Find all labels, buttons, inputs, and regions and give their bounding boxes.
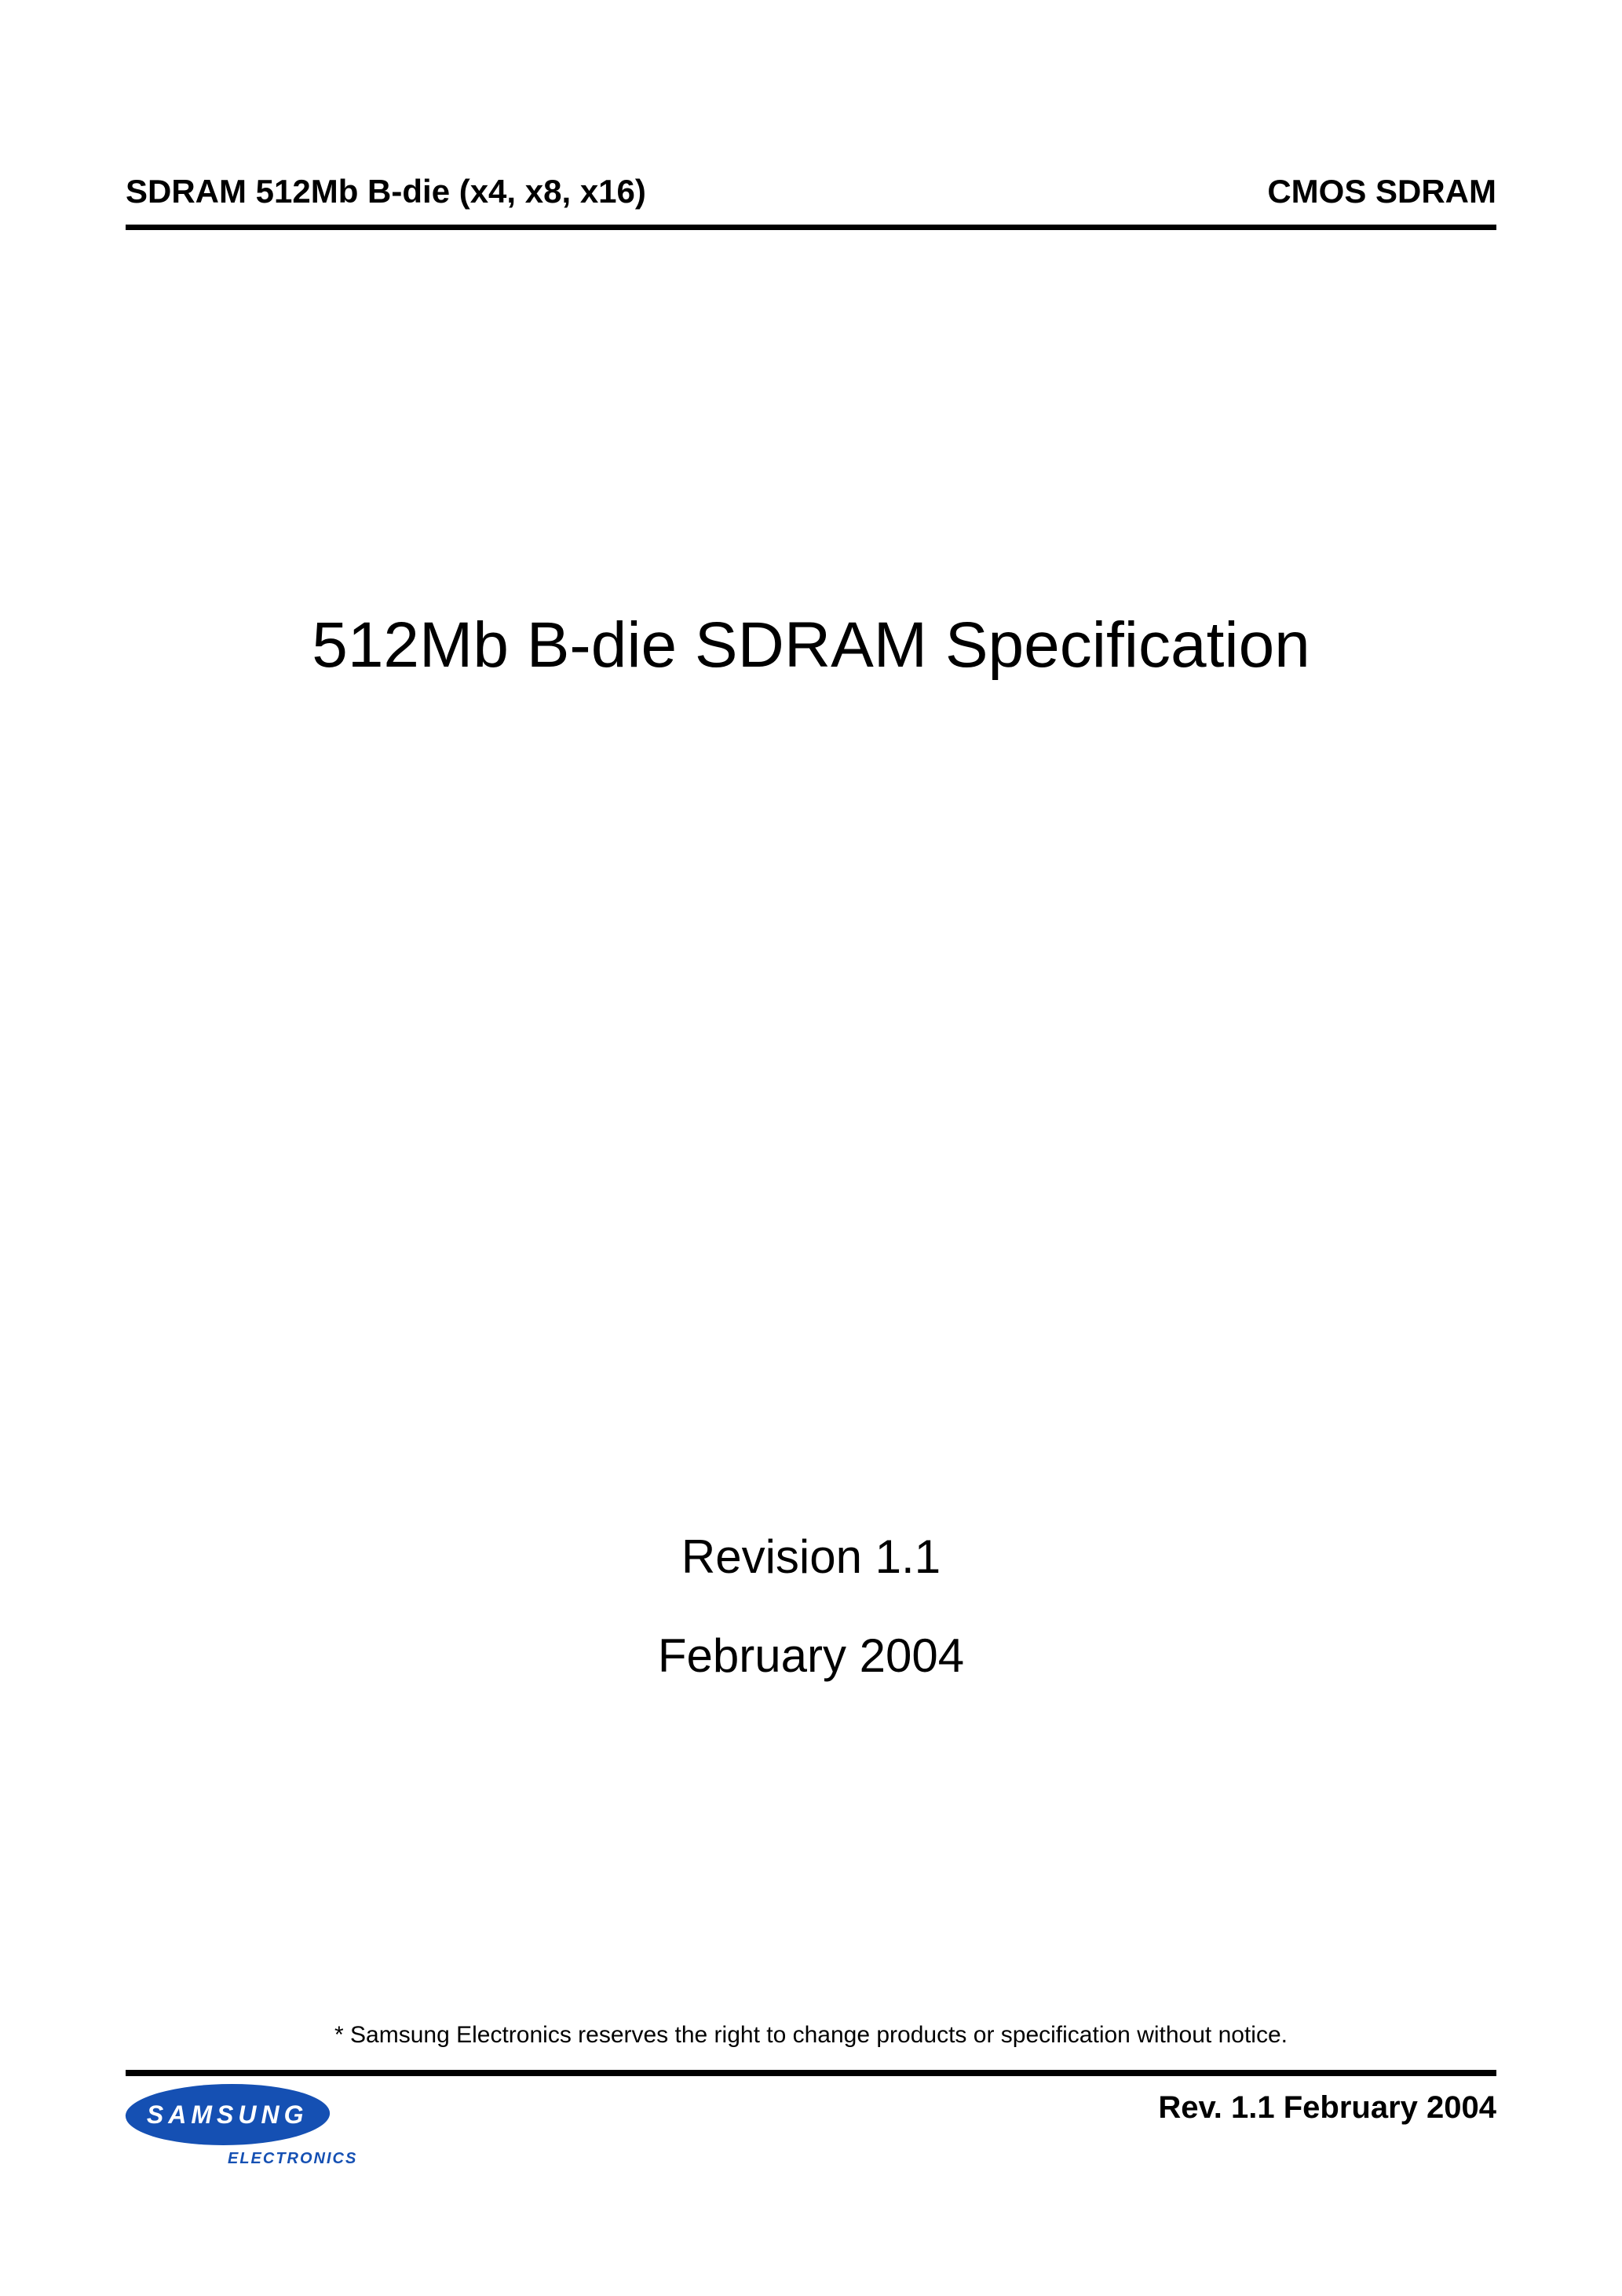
samsung-logo-text: SAMSUNG (147, 2100, 309, 2130)
samsung-logo: SAMSUNG ELECTRONICS (126, 2084, 357, 2168)
page-footer: SAMSUNG ELECTRONICS Rev. 1.1 February 20… (126, 2084, 1496, 2170)
revision-date: February 2004 (126, 1607, 1496, 1706)
samsung-logo-subtext: ELECTRONICS (228, 2150, 357, 2168)
page-title: 512Mb B-die SDRAM Specification (126, 609, 1496, 682)
header-left: SDRAM 512Mb B-die (x4, x8, x16) (126, 173, 646, 210)
footer-rule (126, 2070, 1496, 2076)
revision-block: Revision 1.1 February 2004 (126, 1508, 1496, 1706)
footer-revision: Rev. 1.1 February 2004 (1158, 2084, 1496, 2126)
page-header: SDRAM 512Mb B-die (x4, x8, x16) CMOS SDR… (126, 173, 1496, 230)
document-page: SDRAM 512Mb B-die (x4, x8, x16) CMOS SDR… (0, 0, 1622, 2296)
header-right: CMOS SDRAM (1267, 173, 1496, 210)
content-area: SDRAM 512Mb B-die (x4, x8, x16) CMOS SDR… (126, 173, 1496, 2170)
revision-line: Revision 1.1 (126, 1508, 1496, 1607)
disclaimer-text: * Samsung Electronics reserves the right… (126, 2022, 1496, 2049)
samsung-logo-oval: SAMSUNG (122, 2084, 334, 2145)
